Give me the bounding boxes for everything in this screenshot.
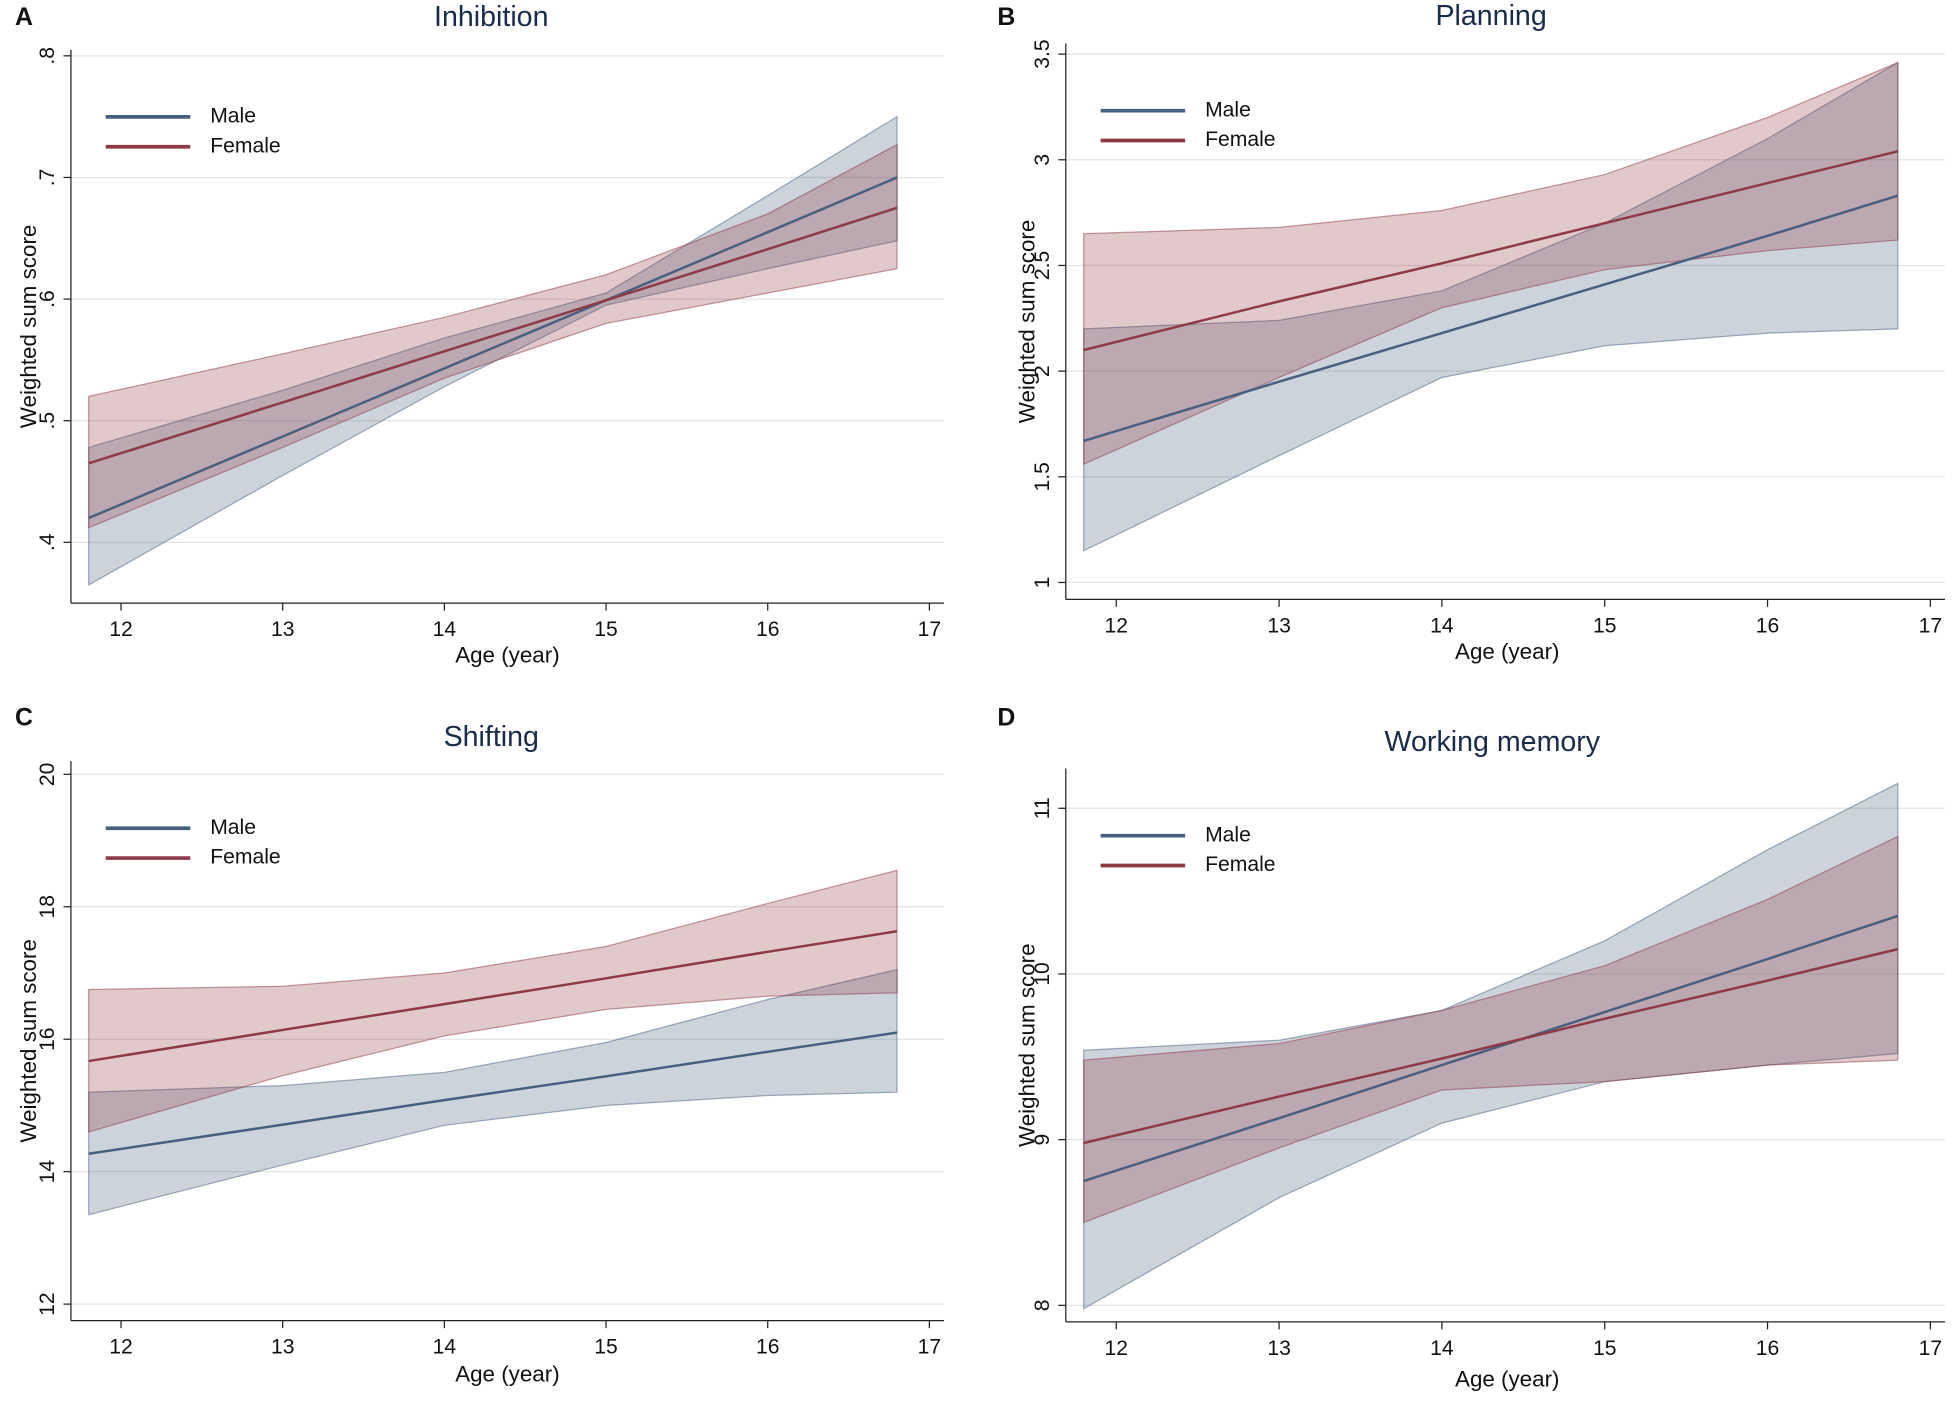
x-tick-label: 15 (1593, 614, 1617, 637)
panel: D Working memory Age (year) Weighted sum sc… (997, 703, 1946, 1391)
y-tick-label: 14 (36, 1160, 59, 1184)
panel-letter: A (15, 3, 33, 31)
legend-label: Male (210, 816, 256, 839)
ci-band (1083, 61, 1899, 466)
y-tick-label: 8 (1031, 1299, 1054, 1311)
panel: A Inhibition Age (year) Weighted sum score.… (15, 1, 944, 668)
y-tick-label: 1.5 (1031, 462, 1054, 491)
series-line (1083, 150, 1899, 352)
y-axis-label: Weighted sum score (16, 225, 41, 429)
y-tick-label: 3 (1031, 154, 1054, 166)
y-tick-label: 18 (36, 895, 59, 919)
x-tick-label: 13 (1267, 614, 1290, 637)
legend-label: Male (1205, 98, 1251, 121)
series-line (1083, 947, 1899, 1145)
chart-title: Inhibition (434, 1, 548, 33)
y-axis-label: Weighted sum score (1014, 220, 1039, 424)
x-axis-label: Age (year) (1455, 639, 1559, 664)
y-tick-label: 10 (1031, 962, 1054, 986)
panel: C Shifting Age (year) Weighted sum score 12 1… (15, 703, 944, 1386)
panel-letter: B (997, 3, 1015, 31)
ci-band (1083, 835, 1899, 1224)
x-tick-label: 13 (1267, 1337, 1290, 1360)
y-axis-label: Weighted sum score (1014, 943, 1039, 1147)
y-tick-label: .4 (36, 533, 59, 551)
x-tick-label: 17 (918, 618, 942, 641)
legend-label: Female (1205, 853, 1275, 876)
y-tick-label: .6 (36, 290, 59, 308)
legend-label: Male (1205, 823, 1251, 846)
series-line (88, 1031, 898, 1156)
chart-title: Working memory (1385, 726, 1601, 758)
x-tick-label: 14 (433, 618, 457, 641)
y-axis-label: Weighted sum score (16, 939, 41, 1143)
series-line (1083, 194, 1899, 443)
y-tick-label: 11 (1031, 797, 1054, 819)
panel-letter: D (997, 703, 1015, 731)
x-tick-label: 16 (1756, 614, 1780, 637)
x-tick-label: 15 (1593, 1337, 1617, 1360)
x-tick-label: 16 (756, 1336, 780, 1359)
x-tick-label: 12 (1105, 614, 1129, 637)
x-tick-label: 15 (594, 1336, 618, 1359)
x-tick-label: 13 (271, 618, 295, 641)
y-tick-label: 20 (36, 763, 59, 787)
panel: B Planning Age (year) Weighted sum score 1 1.… (997, 0, 1946, 664)
series-line (88, 206, 898, 465)
series-line (88, 930, 898, 1063)
x-tick-label: 17 (1919, 1337, 1943, 1360)
x-tick-label: 14 (433, 1336, 457, 1359)
y-tick-label: .5 (36, 412, 59, 430)
y-tick-label: .7 (36, 169, 59, 187)
x-axis-label: Age (year) (455, 1361, 559, 1386)
x-tick-label: 12 (109, 1336, 132, 1359)
x-tick-label: 15 (594, 618, 618, 641)
x-tick-label: 14 (1430, 1337, 1454, 1360)
x-tick-label: 13 (271, 1336, 295, 1359)
legend-label: Male (210, 104, 256, 127)
legend-label: Female (1205, 128, 1275, 151)
x-tick-label: 16 (756, 618, 780, 641)
x-tick-label: 17 (1919, 614, 1943, 637)
x-axis-label: Age (year) (455, 643, 559, 668)
x-tick-label: 16 (1756, 1337, 1780, 1360)
y-tick-label: 3.5 (1031, 39, 1054, 68)
y-tick-label: 12 (36, 1292, 59, 1315)
legend-label: Female (210, 846, 280, 869)
y-tick-label: 2 (1031, 365, 1054, 377)
x-tick-label: 14 (1430, 614, 1454, 637)
x-tick-label: 12 (1105, 1337, 1129, 1360)
ci-band (1083, 61, 1899, 552)
x-tick-label: 12 (109, 618, 132, 641)
y-tick-label: 1 (1031, 577, 1054, 589)
panel-letter: C (15, 703, 33, 731)
chart-title: Planning (1435, 0, 1546, 32)
x-axis-label: Age (year) (1455, 1366, 1559, 1391)
y-tick-label: 2.5 (1031, 251, 1054, 280)
legend-label: Female (210, 134, 280, 157)
chart-title: Shifting (444, 721, 539, 753)
y-tick-label: 9 (1031, 1134, 1054, 1146)
y-tick-label: 16 (36, 1027, 59, 1051)
x-tick-label: 17 (918, 1336, 942, 1359)
series-line (88, 176, 898, 520)
ci-band (88, 869, 898, 1133)
y-tick-label: .8 (36, 47, 59, 65)
